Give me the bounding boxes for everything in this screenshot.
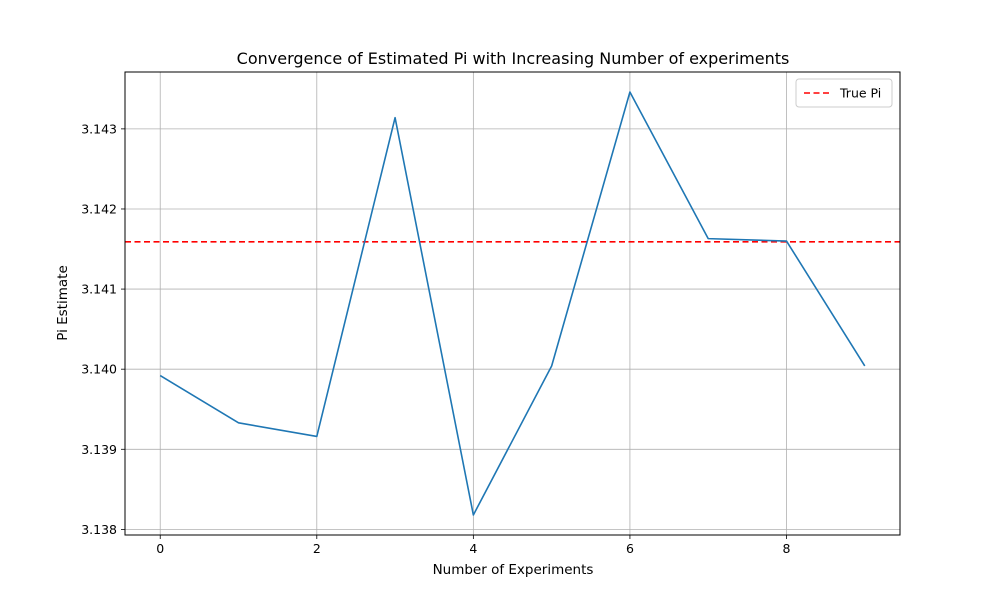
grid-lines <box>125 72 900 535</box>
x-tick-label: 0 <box>156 541 164 556</box>
legend-label-true-pi: True Pi <box>839 86 881 101</box>
x-tick-label: 6 <box>626 541 634 556</box>
y-tick-label: 3.143 <box>81 121 117 136</box>
x-tick-label: 2 <box>313 541 321 556</box>
y-tick-label: 3.140 <box>81 362 117 377</box>
x-axis-label: Number of Experiments <box>433 562 594 578</box>
pi-estimate-series-line <box>160 92 865 515</box>
legend: True Pi <box>796 79 892 107</box>
series-layer <box>160 92 865 515</box>
y-tick-label: 3.142 <box>81 201 117 216</box>
y-tick-label: 3.139 <box>81 442 117 457</box>
plot-frame <box>125 72 900 535</box>
y-axis-label: Pi Estimate <box>55 265 71 341</box>
x-tick-label: 4 <box>469 541 477 556</box>
chart-title: Convergence of Estimated Pi with Increas… <box>237 49 790 68</box>
axis-ticks: 0 2 4 6 8 3.138 3.139 3.140 3.141 3.142 3.143 <box>81 121 790 556</box>
y-tick-label: 3.138 <box>81 522 117 537</box>
y-tick-label: 3.141 <box>81 282 117 297</box>
x-tick-label: 8 <box>783 541 791 556</box>
